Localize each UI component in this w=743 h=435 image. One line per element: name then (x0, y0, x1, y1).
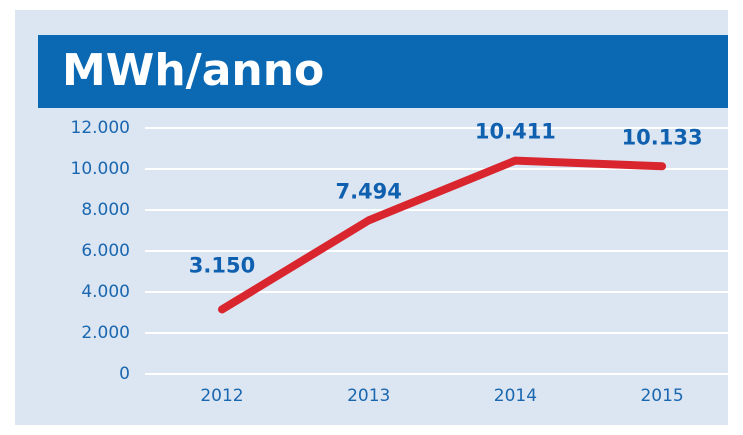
data-label: 3.150 (189, 253, 255, 277)
x-tick-label: 2014 (494, 386, 537, 406)
y-tick-label: 8.000 (81, 200, 130, 220)
y-tick-label: 0 (119, 364, 130, 384)
data-label: 10.411 (475, 120, 556, 144)
data-label: 7.494 (335, 179, 401, 203)
chart-title: MWh/anno (62, 45, 324, 96)
x-tick-label: 2015 (640, 386, 683, 406)
y-tick-label: 10.000 (71, 159, 130, 179)
x-tick-label: 2013 (347, 386, 390, 406)
line (218, 156, 667, 314)
data-label: 10.133 (622, 125, 703, 149)
y-tick-label: 4.000 (81, 282, 130, 302)
y-tick-label: 6.000 (81, 241, 130, 261)
x-tick-label: 2012 (200, 386, 243, 406)
y-tick-label: 12.000 (71, 118, 130, 138)
y-tick-label: 2.000 (81, 323, 130, 343)
title-bar (38, 35, 728, 108)
